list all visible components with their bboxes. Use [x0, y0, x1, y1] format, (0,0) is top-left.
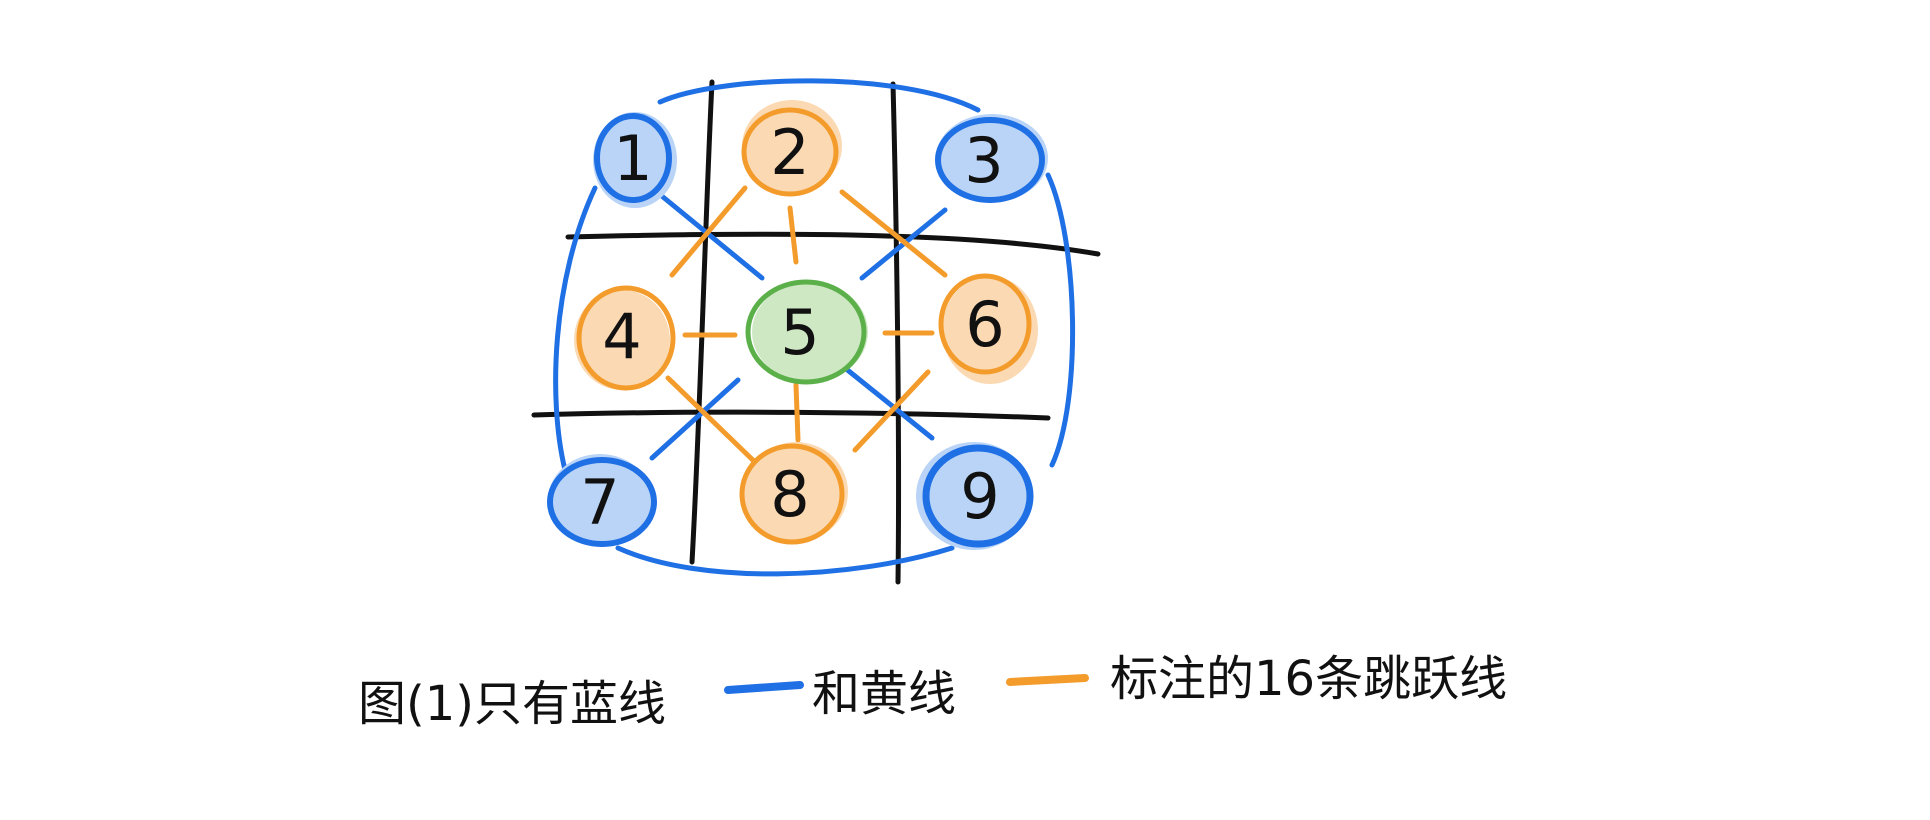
- blue-line-9-7: [615, 545, 955, 577]
- node-9-halo: [916, 442, 1032, 550]
- node-7-label: 7: [580, 466, 619, 539]
- node-4-label: 4: [602, 300, 641, 373]
- orange-line-4-8: [665, 375, 761, 468]
- caption: 图(1)只有蓝线 和黄线 标注的16条跳跃线: [358, 651, 1507, 732]
- node-7: 7: [547, 454, 657, 547]
- node-3-ring: [935, 117, 1045, 203]
- node-5-label: 5: [780, 296, 819, 369]
- node-4-halo: [574, 290, 670, 390]
- node-3-label: 3: [964, 124, 1003, 197]
- grid-horizontal-bottom: [531, 409, 1051, 421]
- grid-vertical-right: [890, 81, 902, 585]
- node-6-ring: [938, 273, 1032, 375]
- node-2: 2: [741, 100, 842, 197]
- caption-part-1: 图(1)只有蓝线: [358, 676, 666, 732]
- node-2-ring: [741, 107, 839, 197]
- node-6-label: 6: [965, 288, 1004, 361]
- node-9-label: 9: [960, 460, 999, 533]
- caption-orange-line-swatch: [1006, 674, 1089, 686]
- node-7-ring: [547, 457, 657, 547]
- node-8-label: 8: [770, 458, 809, 531]
- blue-line-7-5: [649, 377, 741, 461]
- orange-line-6-8: [852, 369, 931, 453]
- blue-line-7-1: [553, 185, 598, 473]
- orange-line-2-5: [787, 205, 799, 265]
- node-2-halo: [742, 100, 842, 192]
- orange-line-8-5: [793, 382, 801, 443]
- node-1: 1: [593, 112, 677, 208]
- orange-jump-lines: [665, 185, 948, 468]
- node-8-ring: [739, 443, 845, 545]
- orange-line-2-4: [669, 185, 748, 278]
- node-1-ring: [594, 113, 672, 203]
- orange-line-2-6: [839, 189, 948, 278]
- caption-blue-line-swatch: [724, 681, 804, 694]
- node-8: 8: [739, 442, 848, 545]
- node-2-label: 2: [770, 116, 809, 189]
- caption-part-3: 标注的16条跳跃线: [1110, 651, 1507, 707]
- node-5-ring: [745, 279, 867, 385]
- node-9-ring: [922, 444, 1034, 548]
- node-8-halo: [744, 442, 848, 542]
- node-9: 9: [916, 442, 1034, 550]
- node-1-label: 1: [613, 122, 652, 195]
- node-4-ring: [576, 285, 676, 391]
- node-3: 3: [935, 114, 1048, 203]
- blue-line-1-3: [657, 78, 981, 113]
- number-nodes: 1 2 3 4 5 6 7: [547, 100, 1048, 550]
- node-5-halo: [752, 282, 868, 382]
- blue-line-9-5: [842, 365, 935, 441]
- node-5: 5: [745, 279, 868, 385]
- node-6: 6: [938, 273, 1038, 384]
- node-4: 4: [574, 285, 676, 391]
- caption-part-2: 和黄线: [812, 666, 956, 722]
- blue-line-3-9: [1045, 172, 1076, 468]
- node-3-halo: [936, 114, 1048, 202]
- node-7-halo: [548, 454, 652, 546]
- grid-vertical-left: [689, 79, 715, 565]
- grid-horizontal-top: [565, 231, 1101, 257]
- node-1-halo: [593, 112, 677, 208]
